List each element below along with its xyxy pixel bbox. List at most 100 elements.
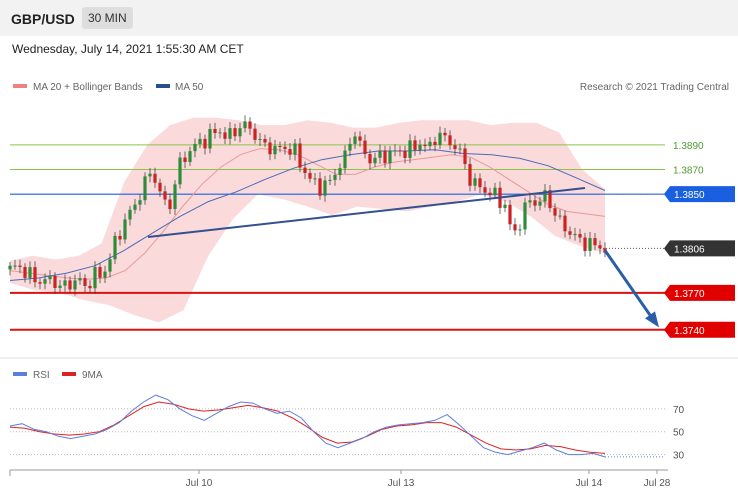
x-tick-label: Jul 13 [388,478,415,489]
candle-body [213,128,217,134]
candle-body [373,157,377,164]
candle-body [513,224,517,231]
candle-body [38,282,42,284]
candle-body [43,279,47,284]
rsi-ma-line [9,401,606,454]
candle-body [73,280,77,290]
candle-body [358,136,362,141]
candle-body [468,164,472,186]
candle-body [398,150,402,152]
candle-body [28,267,32,278]
candle-body [218,132,222,134]
top-bar: GBP/USD 30 MIN [0,0,738,36]
candle-body [318,178,322,196]
candle-body [543,190,547,202]
candle-body [118,235,122,240]
candle-body [553,208,557,216]
candle-body [183,157,187,162]
candle-body [168,199,172,210]
candle-body [423,144,427,147]
candle-body [453,145,457,150]
candle-body [128,209,132,220]
candle-body [273,146,277,155]
ma20-legend-label: MA 20 + Bollinger Bands [33,82,143,93]
candle-body [203,138,207,149]
candle-body [8,265,12,270]
candle-body [548,190,552,209]
level-label-1-3770-tag [664,284,735,301]
candle-body [288,149,292,155]
candle-body [113,235,117,260]
candle-body [493,187,497,196]
candle-body [573,234,577,236]
candle-body [323,180,327,196]
candle-body [188,151,192,162]
candle-body [153,173,157,183]
interval-badge[interactable]: 30 MIN [82,7,133,29]
rsi-ma-legend-label: 9MA [82,370,103,381]
candle-body [223,132,227,139]
candle-body [123,219,127,240]
candle-body [78,278,82,281]
candle-body [13,265,17,267]
current-price-tag [664,240,735,257]
candle-body [243,121,247,129]
level-label-1-3740: 1.3740 [674,326,705,337]
candle-body [88,285,92,289]
candle-body [438,132,442,146]
candle-body [368,154,372,164]
candle-body [198,138,202,144]
candle-body [233,128,237,137]
candle-body [133,204,137,210]
candle-body [458,148,462,150]
candle-body [18,265,22,267]
ma50-line [9,149,606,281]
candle-body [93,267,97,289]
x-axis-ticks: Jul 10 Jul 13 Jul 14 Jul 28 [9,470,671,489]
credit-text: Research © 2021 Trading Central [580,82,729,93]
candle-body [48,276,52,280]
rsi-tick-70: 70 [673,405,685,416]
candle-body [33,267,37,283]
candle-body [343,150,347,169]
candle-body [313,178,317,180]
candle-body [488,192,492,196]
candle-body [228,128,232,139]
candle-body [328,179,332,181]
rsi-tick-50: 50 [673,428,685,439]
chart-datetime: Wednesday, July 14, 2021 1:55:30 AM CET [12,42,244,56]
candle-body [163,191,167,200]
candle-body [558,215,562,217]
candle-body [298,143,302,168]
candle-body [238,128,242,137]
candle-body [518,229,522,231]
candle-body [138,200,142,205]
candle-body [443,132,447,136]
x-tick-label: Jul 10 [186,478,213,489]
candle-body [178,157,182,185]
candle-body [583,237,587,252]
current-price-label: 1.3806 [674,244,705,255]
target-arrow-shaft [603,249,655,321]
rsi-ma-legend-swatch [62,372,76,376]
candle-body [428,141,432,147]
candle-body [308,172,312,179]
x-tick-label: Jul 14 [576,478,603,489]
candle-body [263,139,267,143]
candle-body [528,200,532,203]
target-arrow-head [645,311,659,328]
candle-body [593,238,597,246]
symbol-title: GBP/USD [11,11,75,27]
candle-body [388,151,392,164]
bollinger-band-area [10,117,605,323]
rsi-line [9,394,606,458]
candle-body [483,187,487,193]
candle-body [348,143,352,151]
level-label-1-3850: 1.3850 [674,190,705,201]
candle-body [208,128,212,149]
candle-body [363,140,367,155]
price-pane: 1.3890 1.3870 1.3850 1.3770 1.3740 1.3806 [8,115,735,338]
candle-body [533,200,537,206]
candle-body [598,245,602,249]
